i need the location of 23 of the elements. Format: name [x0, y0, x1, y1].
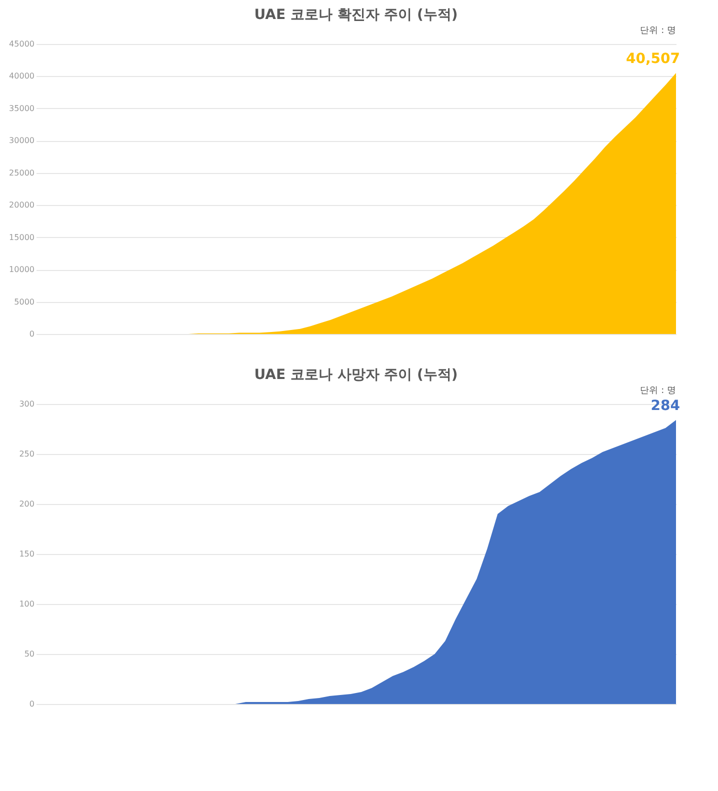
y-tick-label: 15000 [9, 232, 34, 242]
y-tick-label: 250 [19, 450, 34, 458]
y-tick-label: 100 [19, 600, 34, 608]
text: 단위 : 명 [640, 26, 676, 36]
y-tick-label: 0 [29, 330, 34, 338]
y-tick-label: 150 [19, 550, 34, 558]
y-tick-label: 50 [24, 650, 34, 658]
chart-title: UAE 코로나 확진자 주이 (누적) [254, 7, 458, 23]
y-tick-label: 25000 [9, 168, 34, 178]
y-tick-label: 10000 [9, 265, 34, 274]
y-tick-label: 200 [19, 500, 34, 508]
data-label: 284 [650, 398, 680, 414]
y-tick-label: 300 [19, 400, 34, 408]
data-label: 40,507 [626, 50, 680, 67]
text: 단위 : 명 [640, 386, 676, 396]
y-tick-label: 45000 [9, 40, 34, 48]
y-tick-label: 40000 [9, 72, 34, 81]
y-tick-label: 35000 [9, 104, 34, 113]
y-tick-label: 5000 [14, 297, 34, 306]
y-tick-label: 20000 [9, 200, 34, 210]
chart-title: UAE 코로나 사망자 주이 (누적) [254, 367, 458, 383]
y-tick-label: 30000 [9, 136, 34, 146]
y-tick-label: 0 [29, 700, 34, 708]
